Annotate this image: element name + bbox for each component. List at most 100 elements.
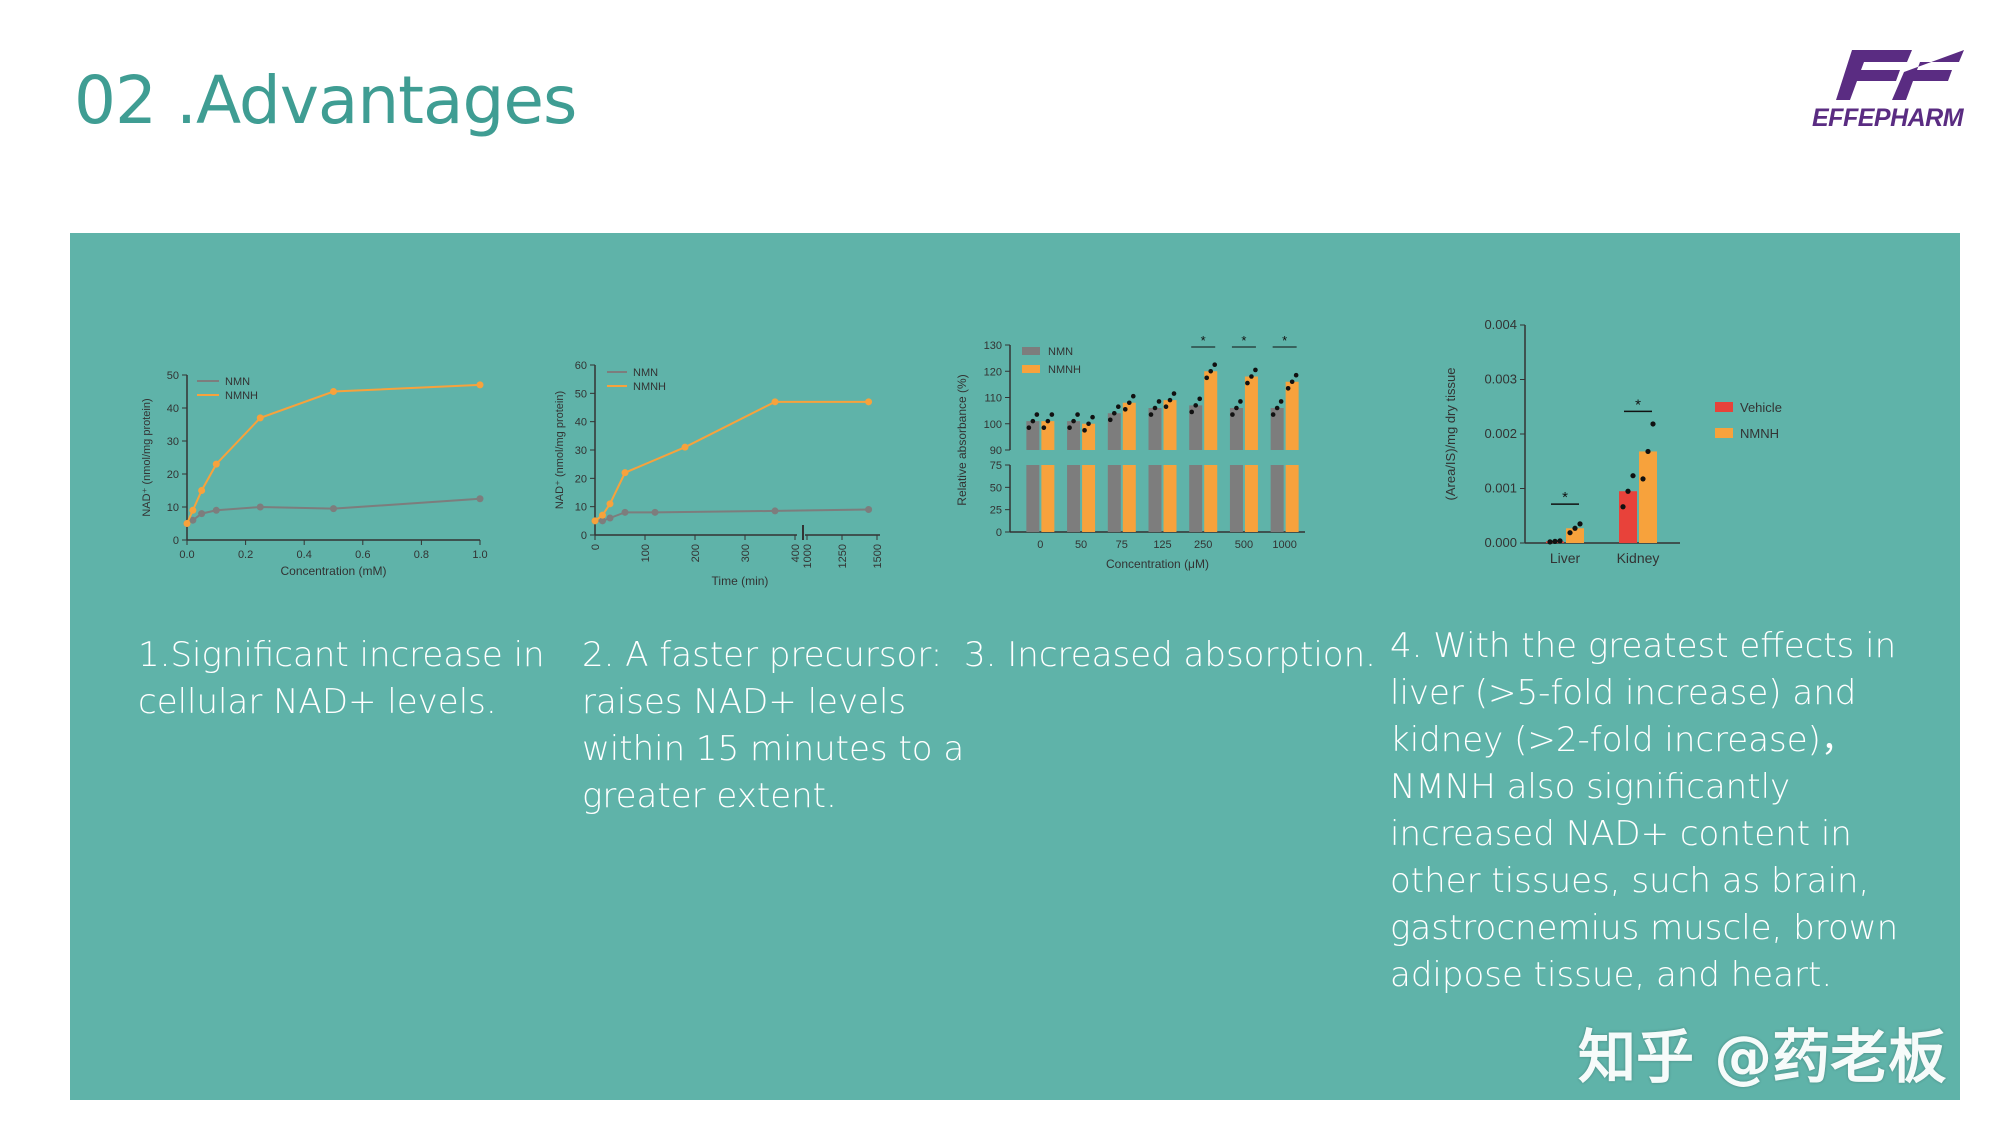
bar-lower (1148, 465, 1162, 532)
data-point (1552, 538, 1558, 544)
legend-label: NMN (1048, 346, 1073, 358)
data-point (621, 469, 629, 477)
data-point (1126, 400, 1132, 406)
y-tick-label: 120 (984, 366, 1002, 378)
significance-marker: * (1241, 335, 1246, 348)
data-point (1086, 421, 1091, 427)
data-point (1111, 410, 1117, 416)
caption-3: 3. Increased absorption. (964, 632, 1384, 679)
y-tick-label: 0.003 (1484, 372, 1517, 387)
bar-lower (1189, 465, 1203, 532)
chart-nad-concentration: 0 10 20 30 40 50 0.0 0.2 0.4 0.6 0.8 1.0 Concentrati… (141, 370, 488, 578)
data-point (771, 398, 779, 406)
chart-nad-time: 0 10 20 30 40 50 60 0 100 200 300 400 1000 1250 1500 Ti… (554, 360, 884, 588)
data-point (1122, 407, 1128, 412)
y-tick-label: 0 (996, 527, 1002, 539)
bar (1639, 451, 1657, 543)
x-tick-label: 0 (1037, 539, 1043, 551)
y-tick-label: 50 (167, 370, 179, 382)
bar-upper (1122, 402, 1136, 450)
significance-marker: * (1201, 335, 1206, 348)
x-tick-label: 0.4 (297, 549, 312, 561)
y-tick-label: 30 (167, 436, 179, 448)
data-point (1640, 476, 1646, 482)
data-point (1034, 412, 1040, 417)
x-tick-label: Liver (1550, 550, 1581, 566)
data-point (1067, 425, 1072, 430)
caption-line: raises NAD+ levels (582, 682, 907, 722)
data-point (1030, 418, 1036, 424)
caption-line: NMNH also significantly (1390, 767, 1791, 807)
data-point (189, 506, 197, 514)
y-tick-label: 0.002 (1484, 426, 1517, 441)
bar-upper (1270, 408, 1284, 450)
bar-upper (1229, 408, 1243, 450)
y-tick-label: 50 (575, 388, 587, 400)
x-tick-label: 200 (690, 544, 702, 562)
data-point (1630, 473, 1636, 479)
bar-lower (1270, 465, 1284, 532)
legend-label: NMNH (225, 390, 258, 402)
x-tick-label: 50 (1075, 539, 1087, 551)
bar-upper (1148, 408, 1162, 450)
x-axis-label: Time (min) (712, 574, 769, 588)
data-point (1650, 421, 1656, 427)
data-point (591, 517, 599, 525)
data-point (1293, 372, 1299, 378)
data-point (865, 506, 873, 513)
data-point (189, 516, 197, 524)
caption-4: 4. With the greatest effects in liver (>… (1390, 623, 1910, 999)
page-title: 02 .Advantages (74, 62, 577, 139)
series-line-nmnh (594, 400, 869, 522)
significance-marker: * (1562, 489, 1568, 506)
effepharm-logo (1836, 50, 1964, 100)
data-point (1152, 405, 1158, 411)
data-point (1045, 418, 1051, 424)
data-point (599, 511, 606, 519)
caption-line: 3. Increased absorption. (964, 635, 1376, 675)
data-point (1090, 414, 1095, 420)
data-point (330, 505, 337, 513)
bar-lower (1041, 465, 1055, 532)
caption-2: 2. A faster precursor: raises NAD+ level… (582, 632, 982, 820)
logo-text: EFFEPHARM (1812, 104, 1964, 132)
chart-tissue-nad: 0.000 0.001 0.002 0.003 0.004 (Area/IS)/mg dr… (1443, 317, 1782, 566)
caption-1: 1.Significant increase in cellular NAD+ … (138, 632, 558, 726)
data-point (1567, 530, 1573, 536)
data-point (1026, 425, 1032, 430)
y-tick-label: 40 (575, 417, 587, 429)
data-point (476, 381, 484, 389)
bar-lower (1285, 465, 1299, 532)
legend-label: NMNH (1048, 364, 1081, 376)
data-point (1645, 448, 1651, 455)
data-point (651, 508, 659, 516)
y-tick-label: 30 (575, 445, 587, 457)
data-point (621, 508, 629, 516)
y-tick-label: 100 (984, 419, 1002, 431)
x-tick-label: 1000 (1272, 539, 1296, 551)
data-point (1572, 525, 1578, 531)
legend-label: NMNH (633, 381, 666, 393)
watermark: 知乎 @药老板 (1578, 1023, 1947, 1091)
data-point (865, 398, 873, 406)
data-point (606, 500, 614, 508)
bar-lower (1163, 465, 1177, 532)
caption-line: 2. A faster precursor: (582, 635, 943, 675)
x-tick-label: 1.0 (472, 549, 487, 561)
y-tick-label: 20 (575, 473, 587, 485)
data-point (599, 517, 606, 525)
y-tick-label: 10 (167, 502, 179, 514)
data-point (1171, 391, 1177, 396)
legend-swatch (1715, 402, 1733, 412)
data-point (1167, 397, 1173, 403)
y-tick-label: 25 (990, 505, 1002, 517)
data-point (212, 506, 220, 514)
legend-label: NMNH (1740, 426, 1779, 441)
x-tick-label: 250 (1194, 539, 1212, 551)
bar-upper (1189, 405, 1203, 450)
x-tick-label: 0.0 (179, 549, 194, 561)
y-axis-label: NAD⁺ (nmol/mg protein) (554, 391, 566, 509)
data-point (1289, 379, 1295, 385)
legend-label: NMN (225, 376, 250, 388)
chart-absorbance: 90 100 110 120 130 0 25 50 75 Relative absorbance… (955, 335, 1305, 571)
